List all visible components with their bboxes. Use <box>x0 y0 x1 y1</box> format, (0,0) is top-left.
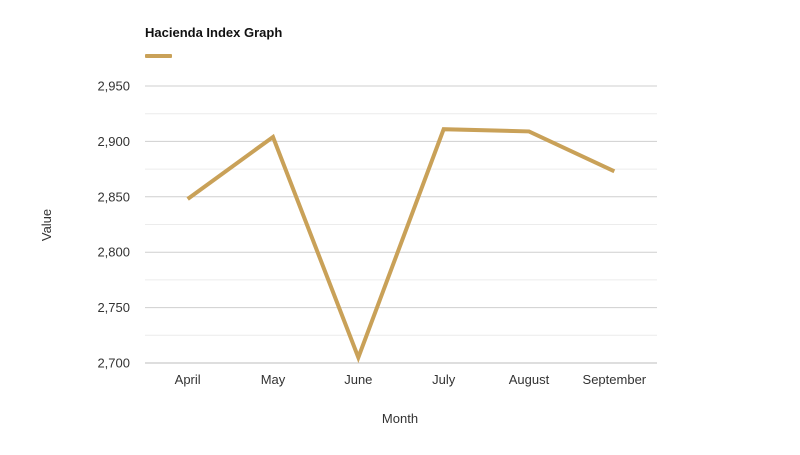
series-line <box>186 127 616 364</box>
y-axis-label: Value <box>39 209 54 241</box>
x-tick-label: August <box>509 372 550 387</box>
x-axis-label: Month <box>382 411 418 426</box>
series-layer <box>186 127 616 364</box>
grid-lines <box>145 85 657 364</box>
y-axis-tick-labels: 2,700 2,750 2,800 2,850 2,900 2,950 <box>97 79 130 371</box>
x-tick-label: June <box>344 372 372 387</box>
x-tick-label: July <box>432 372 456 387</box>
x-tick-label: September <box>583 372 647 387</box>
legend-swatch <box>145 54 172 58</box>
chart-title: Hacienda Index Graph <box>145 25 282 40</box>
x-tick-label: May <box>261 372 286 387</box>
x-axis-tick-labels: April May June July August September <box>175 372 647 387</box>
y-tick-label: 2,700 <box>97 356 130 371</box>
y-tick-label: 2,750 <box>97 300 130 315</box>
x-tick-label: April <box>175 372 201 387</box>
y-tick-label: 2,800 <box>97 245 130 260</box>
y-tick-label: 2,900 <box>97 134 130 149</box>
y-tick-label: 2,850 <box>97 189 130 204</box>
y-tick-label: 2,950 <box>97 79 130 94</box>
